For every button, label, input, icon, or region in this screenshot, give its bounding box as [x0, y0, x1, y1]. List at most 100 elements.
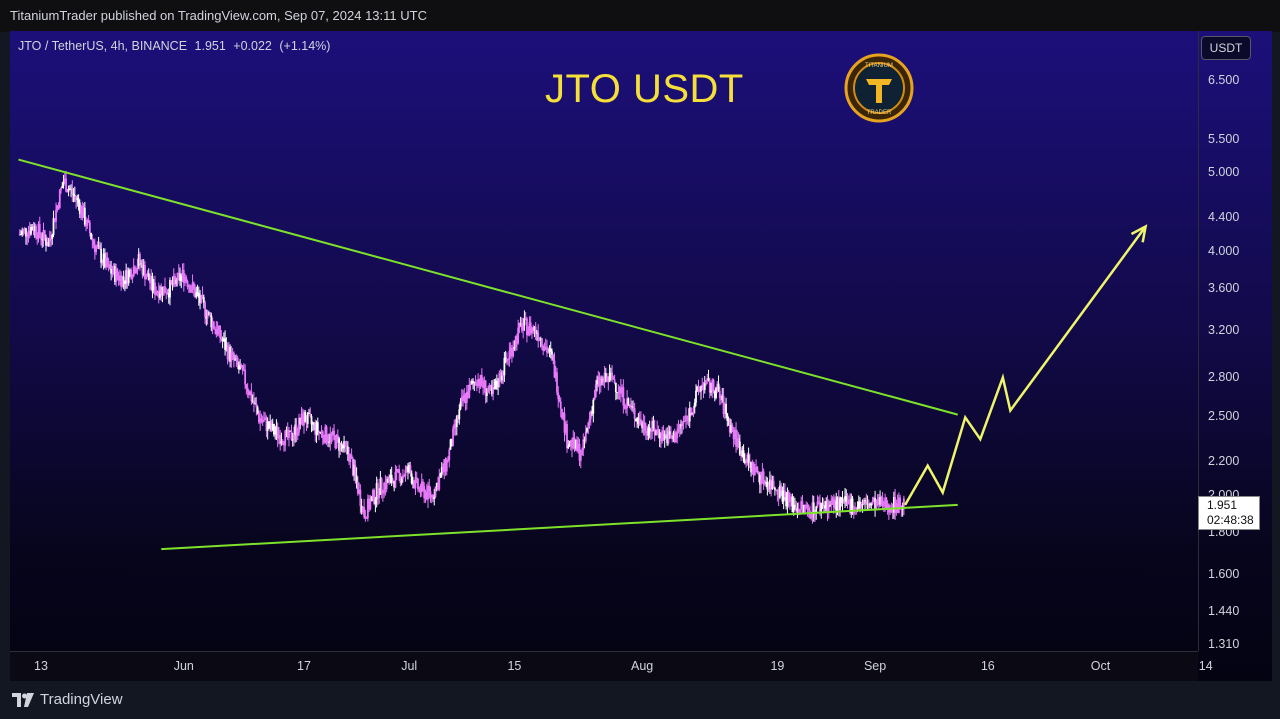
candle-body — [360, 505, 363, 512]
candle-body — [121, 276, 124, 287]
candle-body — [156, 291, 159, 293]
candle-body — [422, 481, 424, 487]
candle-body — [857, 501, 860, 509]
symbol-name[interactable]: JTO / TetherUS, 4h, BINANCE — [18, 39, 188, 53]
candle-body — [177, 272, 180, 274]
candle-body — [747, 454, 750, 464]
candle-body — [351, 458, 354, 476]
candle-body — [389, 475, 392, 478]
candle-body — [894, 497, 897, 513]
candle-body — [628, 404, 631, 408]
candle-body — [432, 495, 434, 500]
candle-body — [53, 218, 56, 222]
candle-body — [655, 434, 657, 436]
candle-body — [125, 270, 128, 284]
price-axis[interactable] — [1198, 31, 1272, 651]
candle-body — [776, 489, 779, 495]
candle-body — [383, 483, 386, 494]
candle-body — [107, 264, 110, 267]
candle-body — [473, 382, 476, 384]
candle-body — [130, 269, 133, 279]
price-chart[interactable] — [10, 31, 1272, 681]
candle-body — [42, 230, 45, 241]
candle-body — [534, 326, 537, 334]
candle-body — [281, 441, 284, 444]
candle-body — [135, 270, 138, 273]
candle-body — [682, 420, 685, 424]
candle-body — [695, 390, 697, 403]
candle-body — [673, 432, 676, 442]
price-tick-label: 3.200 — [1208, 322, 1240, 337]
candle-body — [618, 387, 621, 393]
candle-body — [685, 415, 687, 422]
candle-body — [147, 273, 150, 281]
candle-body — [721, 395, 724, 401]
candle-body — [564, 424, 567, 433]
candle-body — [639, 419, 642, 425]
candle-body — [176, 272, 179, 284]
candle-body — [397, 468, 399, 470]
candle-body — [442, 467, 444, 472]
candle-body — [306, 412, 309, 424]
candle-body — [150, 276, 153, 284]
candle-body — [846, 501, 849, 504]
candle-body — [234, 359, 237, 361]
candle-body — [179, 273, 181, 281]
candle-body — [755, 466, 758, 472]
candle-body — [596, 380, 598, 385]
symbol-info[interactable]: JTO / TetherUS, 4h, BINANCE 1.951 +0.022… — [18, 39, 334, 53]
candle-body — [467, 391, 469, 399]
candle-body — [569, 440, 572, 445]
candle-body — [760, 479, 763, 485]
candle-body — [346, 446, 349, 455]
candle-body — [101, 262, 104, 264]
currency-selector[interactable]: USDT — [1201, 36, 1251, 60]
candle-body — [258, 413, 260, 423]
candle-body — [556, 372, 558, 393]
candle-body — [617, 392, 620, 394]
candle-body — [340, 442, 343, 446]
candle-body — [205, 316, 208, 319]
candle-body — [508, 351, 511, 360]
candle-body — [611, 372, 613, 378]
tradingview-brand[interactable]: TradingView — [12, 691, 123, 708]
candle-body — [167, 293, 170, 298]
candle-body — [758, 474, 761, 485]
candle-body — [500, 375, 503, 381]
candle-body — [825, 500, 828, 509]
candle-body — [651, 420, 654, 432]
candle-body — [711, 379, 714, 391]
time-tick-label: 16 — [980, 659, 995, 673]
candle-body — [735, 429, 737, 447]
candle-body — [225, 345, 228, 350]
candle-body — [384, 483, 387, 490]
candle-body — [303, 411, 305, 426]
candle-body — [884, 497, 887, 505]
candle-body — [182, 269, 185, 283]
candle-body — [66, 191, 69, 193]
chart-pane[interactable]: JTO / TetherUS, 4h, BINANCE 1.951 +0.022… — [10, 31, 1272, 681]
candle-body — [802, 505, 805, 513]
candle-body — [315, 422, 318, 435]
candle-body — [457, 416, 459, 420]
candle-body — [527, 330, 530, 336]
candle-body — [807, 508, 810, 511]
candle-body — [375, 483, 378, 500]
candle-body — [554, 372, 557, 378]
candle-body — [273, 423, 275, 435]
candle-body — [264, 417, 267, 420]
candle-body — [541, 338, 543, 347]
candle-body — [354, 464, 357, 476]
candle-body — [333, 430, 335, 436]
candle-body — [462, 396, 464, 401]
candles — [18, 170, 905, 524]
candle-body — [276, 426, 279, 439]
candle-body — [165, 292, 168, 294]
candle-body — [36, 235, 39, 239]
candle-body — [536, 332, 538, 334]
candle-body — [757, 473, 760, 475]
time-axis[interactable] — [10, 651, 1198, 681]
candle-body — [706, 378, 709, 381]
candle-body — [830, 503, 833, 505]
candle-body — [361, 507, 364, 512]
